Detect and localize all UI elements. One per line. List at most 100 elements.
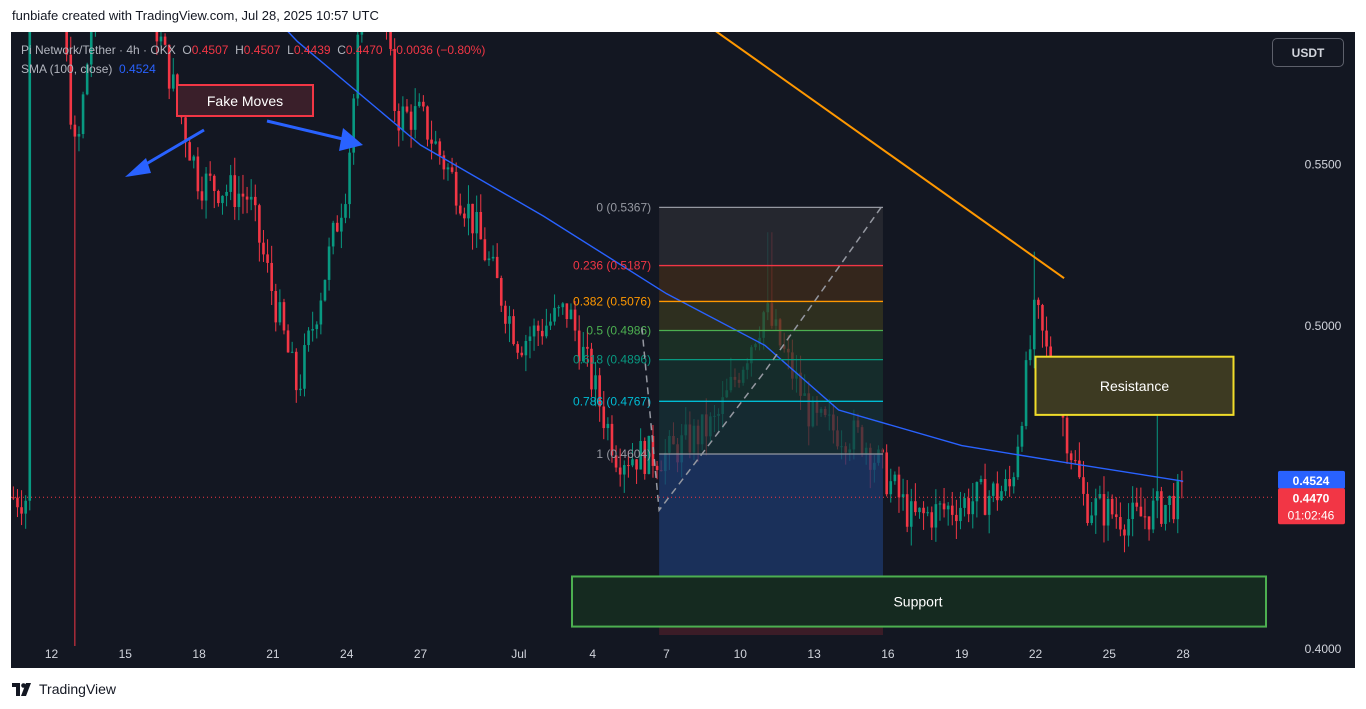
candle-body [635,459,638,470]
axes-layer: 0.70000.65000.60000.55000.50000.40000.45… [45,157,1345,661]
candle-body [397,110,401,131]
candle-body [1000,491,1003,501]
tradingview-logo[interactable]: TradingView [12,681,116,697]
fib-band-5 [659,401,883,454]
fake-moves-box[interactable] [176,84,314,117]
candle-body [344,204,347,218]
candle-body [340,217,343,232]
candle-body [434,141,437,144]
support-zone[interactable] [571,575,1267,628]
time-axis-tick: 16 [881,647,895,661]
sma-value: 0.4524 [119,62,156,76]
candle-body [639,440,642,470]
candle-body [1082,477,1085,494]
time-axis-tick: 24 [340,647,354,661]
candle-body [221,195,224,204]
candle-body [212,175,216,191]
candle-body [163,36,167,45]
candle-body [155,32,159,42]
candle-body [450,167,454,172]
candle-body [950,505,954,515]
candle-body [249,196,253,200]
last-price-badge-text: 0.4470 [1293,491,1330,505]
candle-body [245,196,249,200]
currency-button[interactable]: USDT [1272,38,1344,67]
candle-body [991,483,995,496]
candle-body [1037,299,1040,306]
high-value: 0.4507 [243,43,281,57]
candle-body [274,291,278,323]
candle-body [20,507,23,514]
candle-body [393,48,396,111]
candle-body [184,117,187,143]
candle-body [955,514,958,522]
candle-body [545,325,548,337]
candle-body [586,346,589,349]
candle-body [65,32,68,55]
symbol-title[interactable]: Pi Network/Tether · 4h · OKX [21,43,176,57]
candle-body [983,479,987,515]
candle-body [655,465,659,471]
candle-body [598,375,601,407]
fake-moves-label: Fake Moves [207,93,283,109]
chart-canvas[interactable]: 0 (0.5367) 0.236 (0.5187) 0.382 (0.5076) 0.… [11,32,1355,668]
candle-body [963,498,966,508]
candle-body [922,507,925,514]
fib-band-3 [659,330,883,360]
candle-body [618,467,622,475]
candle-body [901,494,905,498]
candle-body [303,345,306,389]
ohlc-legend-row: Pi Network/Tether · 4h · OKX O0.4507 H0.… [21,41,485,60]
resistance-zone[interactable] [1034,355,1235,416]
candle-body [217,190,220,204]
sma-label[interactable]: SMA (100, close) [21,62,113,76]
candle-body [889,481,893,495]
candlestick-series [12,32,1184,646]
candle-body [266,254,269,263]
time-axis-tick: 27 [414,647,428,661]
candle-body [1012,477,1016,487]
candle-body [1073,460,1077,462]
candle-body [1024,360,1028,426]
candle-body [1045,330,1048,347]
candle-body [319,300,323,325]
fib-level-label: 0.618 (0.4896) [573,353,651,367]
candle-body [446,167,450,170]
candle-body [610,423,614,456]
fib-level-label: 0.236 (0.5187) [573,259,651,273]
candle-body [565,303,569,320]
time-axis-tick: 21 [266,647,280,661]
time-axis-tick: 13 [807,647,821,661]
candle-body [405,106,409,112]
price-axis-tick: 0.5500 [1305,157,1342,171]
time-axis-tick: 4 [589,647,596,661]
candle-body [1008,479,1011,487]
price-axis-tick: 0.4000 [1305,642,1342,656]
candle-body [938,503,942,505]
candle-body [426,106,429,140]
candle-body [631,459,634,466]
candle-body [475,212,478,234]
candle-body [1110,498,1114,515]
fake-move-arrow-left [140,128,205,169]
candle-body [422,101,425,107]
candle-body [516,344,519,353]
candle-body [549,321,552,326]
candle-body [286,330,290,353]
fib-level-label: 0.786 (0.4767) [573,394,651,408]
candle-body [360,32,364,35]
candle-body [581,346,585,362]
sma-100-line [287,32,1184,482]
candle-body [1028,349,1032,361]
fib-trend-dashed-line [641,204,884,513]
drawing-overlay: 0 (0.5367) 0.236 (0.5187) 0.382 (0.5076) 0.… [11,32,1274,635]
candle-body [1176,481,1180,520]
chart-frame[interactable]: 0 (0.5367) 0.236 (0.5187) 0.382 (0.5076) 0.… [11,32,1355,668]
candle-body [1069,453,1073,461]
candle-body [290,351,294,353]
fib-level-label: 0.382 (0.5076) [573,294,651,308]
candle-body [942,503,946,510]
time-axis-tick: 12 [45,647,59,661]
candle-body [73,124,77,137]
change-value: −0.0036 (−0.80%) [389,43,486,57]
